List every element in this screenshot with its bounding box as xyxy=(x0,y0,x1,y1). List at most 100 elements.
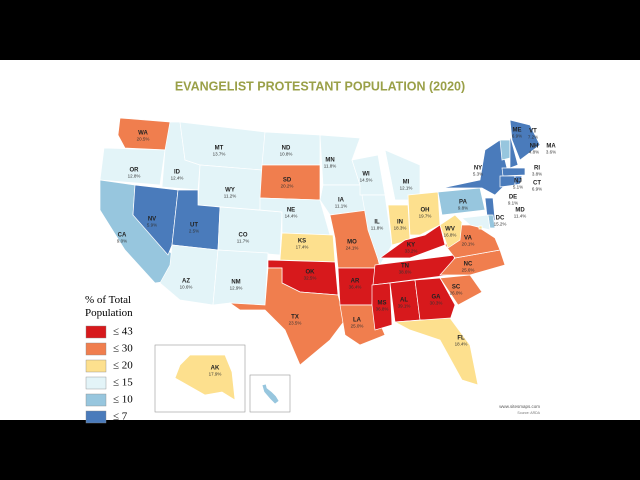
state xyxy=(393,317,479,386)
state xyxy=(514,175,523,186)
state-abbr: OR xyxy=(130,168,140,174)
state-value: 30.3% xyxy=(430,301,443,306)
state xyxy=(407,191,441,236)
state-value: 17.4% xyxy=(296,245,309,250)
state-value: 5.9% xyxy=(147,223,157,228)
state-abbr: MD xyxy=(515,208,525,214)
state-value: 19.7% xyxy=(419,214,432,219)
state-value: 20.5% xyxy=(137,137,150,142)
state-abbr: IL xyxy=(374,220,380,226)
state-value: 3.8% xyxy=(532,172,542,177)
state xyxy=(384,149,421,201)
state-value: 10.8% xyxy=(280,152,293,157)
state-value: 3.6% xyxy=(546,150,556,155)
state xyxy=(261,383,280,405)
state-value: 14.4% xyxy=(285,214,298,219)
hawaii-inset xyxy=(249,374,291,413)
state xyxy=(439,249,506,276)
state-abbr: TN xyxy=(401,264,409,270)
legend-swatch xyxy=(85,342,107,356)
state-abbr: OK xyxy=(306,270,316,276)
state-abbr: MI xyxy=(403,180,410,186)
state-abbr: NE xyxy=(287,208,295,214)
state-value: 18.3% xyxy=(394,226,407,231)
state-abbr: AZ xyxy=(182,279,190,285)
state-abbr: MN xyxy=(325,158,334,164)
state-value: 6.9% xyxy=(532,187,542,192)
state-value: 12.9% xyxy=(230,286,243,291)
legend-swatch xyxy=(85,410,107,424)
state-abbr: ID xyxy=(174,170,181,176)
state-abbr: ME xyxy=(513,128,522,134)
state-abbr: WV xyxy=(445,227,455,233)
state-abbr: DE xyxy=(509,195,517,201)
state xyxy=(439,214,463,249)
legend-swatch xyxy=(85,393,107,407)
state-value: 15.2% xyxy=(494,222,507,227)
state-value: 26.0% xyxy=(450,291,463,296)
state-value: 4.8% xyxy=(529,150,539,155)
state xyxy=(499,139,511,161)
state-value: 25.6% xyxy=(462,268,475,273)
legend-label: ≤ 10 xyxy=(113,394,133,406)
state-abbr: IN xyxy=(397,220,403,226)
legend-label: ≤ 30 xyxy=(113,343,133,355)
legend-swatch xyxy=(85,325,107,339)
state xyxy=(439,274,483,306)
state-value: 12.8% xyxy=(128,174,141,179)
state-value: 12.4% xyxy=(171,176,184,181)
state xyxy=(509,134,519,169)
state-abbr: CA xyxy=(118,233,127,239)
credit: www.sitesmaps.com xyxy=(499,404,540,409)
state-value: 5.3% xyxy=(473,172,483,177)
state xyxy=(478,225,483,230)
credit: Source: ARDA xyxy=(517,411,540,415)
state-abbr: IA xyxy=(338,198,345,204)
legend-title: % of Total Population xyxy=(85,294,133,319)
state-abbr: SD xyxy=(283,178,292,184)
state-value: 25.0% xyxy=(351,324,364,329)
state xyxy=(461,214,491,231)
state-abbr: NH xyxy=(530,144,539,150)
state-value: 6.9% xyxy=(512,134,522,139)
state-value: 17.9% xyxy=(209,372,222,377)
state-abbr: GA xyxy=(432,295,442,301)
state-abbr: VA xyxy=(464,236,473,242)
state-abbr: PA xyxy=(459,200,468,206)
state-value: 20.1% xyxy=(462,242,475,247)
state-value: 12.1% xyxy=(400,186,413,191)
state-value: 9.0% xyxy=(117,239,127,244)
state-abbr: OH xyxy=(421,208,430,214)
state-abbr: VT xyxy=(529,129,537,135)
state-abbr: NM xyxy=(231,280,240,286)
state-abbr: NY xyxy=(474,166,482,172)
state-value: 9.1% xyxy=(508,201,518,206)
state xyxy=(228,267,346,366)
state-abbr: NC xyxy=(464,262,473,268)
state-value: 11.2% xyxy=(224,194,236,199)
state-abbr: MO xyxy=(347,240,357,246)
legend-label: ≤ 20 xyxy=(113,360,133,372)
state-value: 11.1% xyxy=(335,204,347,209)
state-value: 11.4% xyxy=(514,214,526,219)
state-value: 33.2% xyxy=(405,249,418,254)
state xyxy=(501,167,526,177)
state xyxy=(509,119,541,161)
state-abbr: NV xyxy=(148,217,156,223)
state-abbr: CO xyxy=(239,233,248,239)
state xyxy=(414,277,456,321)
state-abbr: MA xyxy=(546,144,556,150)
legend-label: ≤ 15 xyxy=(113,377,133,389)
alaska-inset xyxy=(154,344,246,413)
state-abbr: AL xyxy=(400,298,408,304)
state-value: 9.8% xyxy=(458,206,468,211)
state-abbr: KY xyxy=(407,243,415,249)
state xyxy=(117,117,171,151)
state-abbr: MT xyxy=(215,146,224,152)
state xyxy=(174,354,236,401)
state-abbr: RI xyxy=(534,166,540,172)
state-value: 36.8% xyxy=(376,307,389,312)
map-title: EVANGELIST PROTESTANT POPULATION (2020) xyxy=(175,79,465,93)
